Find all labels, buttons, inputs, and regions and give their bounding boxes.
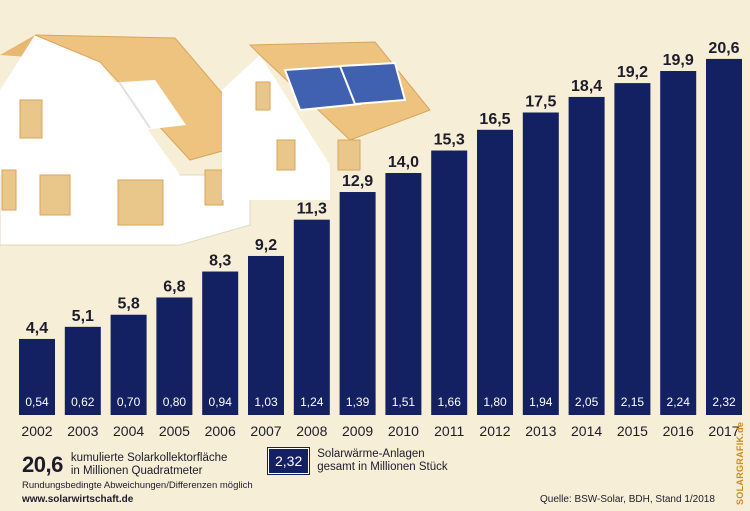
x-tick-label: 2007 — [250, 423, 281, 439]
x-tick-label: 2010 — [388, 423, 419, 439]
bar-inner-label: 1,39 — [346, 395, 370, 409]
bar-value-label: 20,6 — [708, 40, 739, 57]
legend-count-value: 2,32 — [266, 447, 311, 475]
bar-value-label: 8,3 — [209, 253, 231, 270]
bar-inner-label: 1,24 — [300, 395, 324, 409]
bar-2007 — [248, 255, 284, 415]
brand-watermark: SOLARGRAFIK.de — [735, 421, 745, 505]
solar-panel-right-icon — [338, 61, 407, 106]
bar-inner-label: 2,05 — [575, 395, 599, 409]
bar-value-label: 19,9 — [663, 52, 694, 69]
x-tick-label: 2002 — [21, 423, 52, 439]
bar-2002 — [19, 338, 55, 415]
bar-value-label: 17,5 — [525, 94, 556, 111]
legend-count-line1: Solarwärme-Anlagen — [317, 448, 425, 460]
bar-inner-label: 1,94 — [529, 395, 553, 409]
bar-value-label: 16,5 — [479, 111, 510, 128]
bar-value-label: 12,9 — [342, 173, 373, 190]
legend-area-line1: kumulierte Solarkollektorfläche — [70, 452, 228, 464]
bar-2004 — [110, 314, 147, 415]
house-right-icon — [222, 41, 431, 200]
bar-2014 — [568, 96, 605, 415]
x-tick-label: 2005 — [159, 423, 190, 439]
house-left-icon — [0, 34, 263, 246]
source-note: Quelle: BSW-Solar, BDH, Stand 1/2018 — [540, 494, 715, 505]
x-tick-label: 2004 — [113, 423, 144, 439]
bar-inner-label: 0,94 — [209, 395, 233, 409]
bar-2013 — [522, 112, 559, 415]
x-tick-label: 2014 — [571, 423, 602, 439]
bar-inner-label: 0,80 — [163, 395, 187, 409]
bar-value-label: 5,8 — [117, 296, 139, 313]
x-tick-label: 2012 — [479, 423, 510, 439]
bar-inner-label: 2,24 — [667, 395, 691, 409]
bar-inner-label: 0,70 — [117, 395, 141, 409]
bar-value-label: 19,2 — [617, 64, 648, 81]
houses-illustration — [0, 34, 431, 246]
bar-2006 — [202, 271, 239, 415]
bar-value-label: 14,0 — [388, 154, 419, 171]
bar-2003 — [64, 326, 101, 415]
bar-inner-label: 0,54 — [25, 395, 49, 409]
bar-inner-label: 1,66 — [438, 395, 462, 409]
bar-2012 — [477, 129, 513, 416]
bar-2008 — [293, 219, 330, 415]
bar-inner-label: 1,03 — [254, 395, 278, 409]
bar-inner-label: 2,32 — [712, 395, 736, 409]
x-tick-label: 2016 — [663, 423, 694, 439]
bars-group: 4,4 0,54 2002 5,1 0,62 2003 5,8 0,70 2004 6,8 0,80… — [19, 40, 742, 439]
bar-2005 — [156, 297, 193, 415]
x-tick-label: 2006 — [205, 423, 236, 439]
legend-area-line2: in Millionen Quadratmeter — [70, 465, 203, 477]
x-tick-label: 2009 — [342, 423, 373, 439]
bar-value-label: 6,8 — [163, 278, 185, 295]
x-tick-label: 2003 — [67, 423, 98, 439]
legend-area-value: 20,6 — [22, 452, 63, 477]
legend-area-text: kumulierte Solarkollektorfläche in Milli… — [71, 452, 228, 478]
bar-2017 — [706, 58, 742, 416]
legend-count-line2: gesamt in Millionen Stück — [317, 461, 448, 473]
bar-2011 — [431, 150, 468, 415]
bar-value-label: 18,4 — [571, 78, 602, 95]
bar-value-label: 11,3 — [297, 201, 327, 218]
bar-2009 — [339, 192, 376, 415]
x-tick-label: 2017 — [708, 423, 739, 439]
rounding-note: Rundungsbedingte Abweichungen/Differenze… — [22, 480, 253, 491]
x-tick-label: 2008 — [296, 423, 327, 439]
x-tick-label: 2015 — [617, 423, 648, 439]
bar-value-label: 9,2 — [255, 237, 277, 254]
solar-collector-white-icon — [88, 80, 186, 133]
bar-2016 — [660, 71, 697, 415]
legend-count-text: Solarwärme-Anlagen gesamt in Millionen S… — [317, 448, 447, 474]
bar-inner-label: 2,15 — [621, 395, 645, 409]
bar-inner-label: 1,51 — [392, 395, 416, 409]
bar-inner-label: 0,62 — [71, 395, 95, 409]
x-tick-label: 2011 — [434, 423, 464, 439]
website-link[interactable]: www.solarwirtschaft.de — [22, 494, 134, 505]
bar-value-label: 5,1 — [72, 308, 94, 325]
x-tick-label: 2013 — [525, 423, 556, 439]
legend-area: 20,6 kumulierte Solarkollektorfläche in … — [22, 452, 227, 478]
bar-value-label: 4,4 — [26, 320, 48, 337]
bar-inner-label: 1,80 — [483, 395, 507, 409]
bar-2010 — [385, 173, 422, 415]
bar-2015 — [614, 83, 651, 415]
legend-count: 2,32 Solarwärme-Anlagen gesamt in Millio… — [266, 447, 448, 475]
bar-value-label: 15,3 — [434, 132, 465, 149]
